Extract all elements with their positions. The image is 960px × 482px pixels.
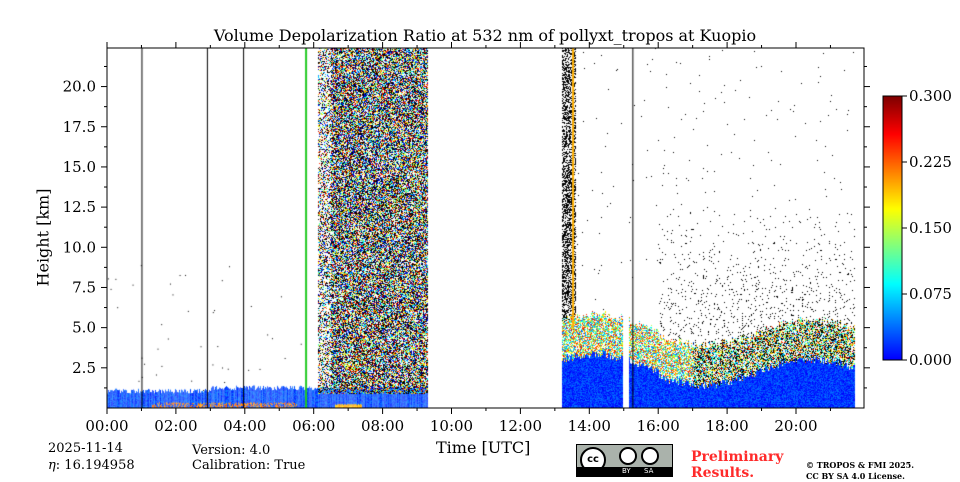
- y-tick-label: 7.5: [72, 278, 96, 296]
- y-tick-label: 5.0: [72, 319, 96, 337]
- x-tick-label: 00:00: [85, 417, 128, 435]
- sa-icon: [641, 447, 659, 465]
- x-tick-label: 12:00: [499, 417, 542, 435]
- plot-frame: [106, 47, 865, 409]
- x-tick-label: 04:00: [223, 417, 266, 435]
- x-axis-label: Time [UTC]: [436, 438, 531, 457]
- x-tick-label: 08:00: [361, 417, 404, 435]
- y-tick-label: 15.0: [63, 158, 96, 176]
- y-tick-label: 20.0: [63, 78, 96, 96]
- colorbar-tick-label: 0.150: [909, 219, 952, 237]
- x-tick-label: 10:00: [430, 417, 473, 435]
- colorbar-tick-label: 0.300: [909, 87, 952, 105]
- colorbar-tick-label: 0.225: [909, 153, 952, 171]
- colorbar-tick-label: 0.075: [909, 285, 952, 303]
- y-tick-label: 10.0: [63, 238, 96, 256]
- eta-value: η: 16.194958: [48, 458, 135, 473]
- x-tick-label: 02:00: [154, 417, 197, 435]
- x-tick-label: 18:00: [705, 417, 748, 435]
- x-tick-label: 14:00: [568, 417, 611, 435]
- by-icon: [619, 447, 637, 465]
- colorbar: [883, 96, 902, 360]
- chart-title: Volume Depolarization Ratio at 532 nm of…: [213, 26, 757, 45]
- colorbar-tick-label: 0.000: [909, 351, 952, 369]
- y-axis-label: Height [km]: [33, 188, 53, 287]
- depolarization-heatmap: [107, 48, 864, 408]
- x-tick-label: 20:00: [774, 417, 817, 435]
- copyright: © TROPOS & FMI 2025. CC BY SA 4.0 License…: [806, 460, 915, 481]
- x-tick-label: 16:00: [637, 417, 680, 435]
- y-tick-label: 12.5: [63, 198, 96, 216]
- cc-license-logo: cc BY SA: [576, 444, 673, 477]
- preliminary-note: Preliminary Results.: [691, 449, 784, 481]
- calibration: Calibration: True: [192, 458, 306, 473]
- x-tick-label: 06:00: [292, 417, 335, 435]
- version: Version: 4.0: [192, 443, 271, 458]
- y-tick-label: 2.5: [72, 359, 96, 377]
- y-tick-label: 17.5: [63, 118, 96, 136]
- date: 2025-11-14: [48, 441, 123, 456]
